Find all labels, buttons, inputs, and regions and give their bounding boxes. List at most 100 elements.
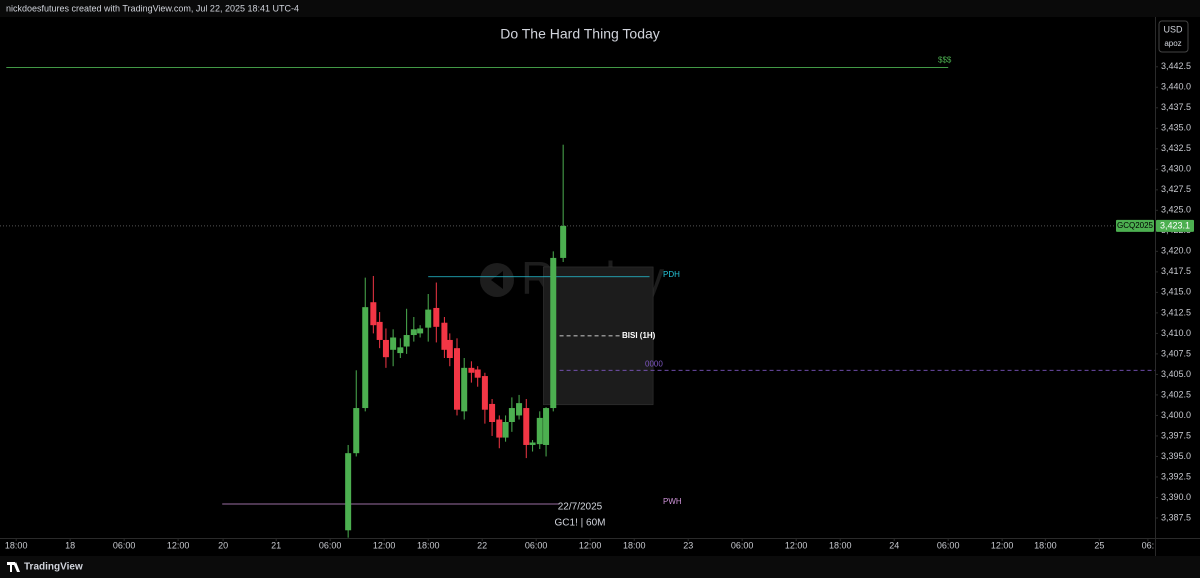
candle-body [543, 408, 550, 445]
candle-body [345, 453, 352, 531]
y-tick-label: 3,442.5 [1161, 61, 1191, 71]
level-label: PDH [663, 270, 680, 279]
candle-body [370, 302, 377, 326]
y-tick-label: 3,412.5 [1161, 307, 1191, 317]
x-tick-label: 23 [683, 540, 693, 550]
x-tick-label: 21 [271, 540, 281, 550]
candle-body [523, 408, 530, 445]
y-tick-label: 3,402.5 [1161, 389, 1191, 399]
x-tick-label: 06:00 [319, 540, 342, 550]
y-tick-label: 3,387.5 [1161, 512, 1191, 522]
candle-body [529, 442, 536, 445]
x-tick-label: 06:00 [937, 540, 960, 550]
symbol-name: GC1! | 60M [555, 518, 606, 529]
level-label: 0000 [645, 359, 663, 368]
x-tick-label: 18:00 [5, 540, 28, 550]
candle-body [441, 322, 448, 350]
unit: apoz [1164, 39, 1181, 48]
y-tick-label: 3,435.0 [1161, 123, 1191, 133]
candle-body [362, 307, 369, 409]
candle-body [468, 367, 475, 373]
x-tick-label: 18:00 [829, 540, 852, 550]
level-label: PWH [663, 497, 682, 506]
y-tick-label: 3,430.0 [1161, 164, 1191, 174]
symbol-badge-text: GCQ2025 [1117, 221, 1154, 230]
x-tick-label: 06:00 [525, 540, 548, 550]
candle-body [454, 348, 461, 410]
candle-body [461, 367, 468, 412]
x-tick-label: 18 [65, 540, 75, 550]
y-tick-label: 3,437.5 [1161, 102, 1191, 112]
y-tick-label: 3,415.0 [1161, 287, 1191, 297]
level-label: BISI (1H) [622, 331, 656, 340]
y-tick-label: 3,417.5 [1161, 266, 1191, 276]
candle-body [502, 421, 509, 438]
currency: USD [1163, 24, 1183, 34]
x-tick-label: 12:00 [991, 540, 1014, 550]
candle-body [425, 309, 432, 328]
x-tick-label: 25 [1094, 540, 1104, 550]
candle-body [376, 321, 383, 340]
x-tick-label: 06: [1142, 540, 1155, 550]
y-tick-label: 3,425.0 [1161, 205, 1191, 215]
candle-body [508, 408, 515, 422]
candle-body [433, 307, 440, 327]
x-tick-label: 06:00 [113, 540, 136, 550]
y-tick-label: 3,440.0 [1161, 82, 1191, 92]
candle-body [474, 369, 481, 378]
x-tick-label: 22 [477, 540, 487, 550]
y-tick-label: 3,395.0 [1161, 451, 1191, 461]
y-tick-label: 3,410.0 [1161, 328, 1191, 338]
candle-body [489, 403, 496, 422]
y-tick-label: 3,407.5 [1161, 348, 1191, 358]
candle-body [390, 337, 397, 350]
y-tick-label: 3,390.0 [1161, 492, 1191, 502]
candle-body [550, 257, 557, 409]
brand: TradingView [24, 562, 83, 573]
candle-body [397, 347, 404, 354]
x-tick-label: 12:00 [167, 540, 190, 550]
time-axis-bg [0, 539, 1155, 556]
x-tick-label: 24 [889, 540, 899, 550]
candle-body [536, 417, 543, 445]
x-tick-label: 12:00 [373, 540, 396, 550]
candle-body [353, 408, 360, 454]
level-label: $$$ [938, 56, 952, 65]
candle-body [382, 339, 389, 358]
candle-body [496, 419, 503, 438]
candle-body [481, 376, 488, 410]
x-tick-label: 18:00 [417, 540, 440, 550]
price-badge [1156, 219, 1194, 232]
symbol-badge [1116, 219, 1154, 232]
x-tick-label: 18:00 [1034, 540, 1057, 550]
y-tick-label: 3,427.5 [1161, 184, 1191, 194]
footer-bar [0, 556, 1200, 578]
x-tick-label: 12:00 [579, 540, 602, 550]
y-tick-label: 3,400.0 [1161, 410, 1191, 420]
brand-logo [7, 562, 20, 572]
x-tick-label: 06:00 [731, 540, 754, 550]
candle-body [403, 335, 410, 347]
y-tick-label: 3,432.5 [1161, 143, 1191, 153]
candle-body [446, 339, 453, 359]
candle-body [560, 225, 567, 258]
y-tick-label: 3,397.5 [1161, 430, 1191, 440]
x-tick-label: 20 [218, 540, 228, 550]
header-bar [0, 0, 1200, 17]
chart-title: Do The Hard Thing Today [500, 26, 660, 42]
price-badge-text: 3,423.1 [1160, 220, 1190, 230]
y-tick-label: 3,420.0 [1161, 246, 1191, 256]
y-tick-label: 3,405.0 [1161, 369, 1191, 379]
attribution: nickdoesfutures created with TradingView… [6, 3, 299, 13]
symbol-date: 22/7/2025 [558, 502, 603, 513]
y-tick-label: 3,392.5 [1161, 471, 1191, 481]
currency-button[interactable] [1158, 20, 1189, 53]
x-tick-label: 18:00 [623, 540, 646, 550]
plot: $$$ PDH BISI (1H) 0000 PWH [0, 56, 1156, 538]
candle-body [410, 329, 417, 336]
x-tick-label: 12:00 [785, 540, 808, 550]
watermark-icon-arrow [491, 271, 503, 289]
candle-body [417, 328, 424, 334]
candle-body [516, 403, 523, 416]
